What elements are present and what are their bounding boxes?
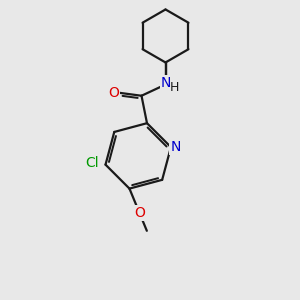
Text: N: N [161, 76, 171, 90]
Text: O: O [109, 86, 120, 100]
Text: O: O [134, 206, 145, 220]
Text: N: N [170, 140, 181, 154]
Text: H: H [170, 81, 180, 94]
Text: Cl: Cl [85, 156, 99, 170]
